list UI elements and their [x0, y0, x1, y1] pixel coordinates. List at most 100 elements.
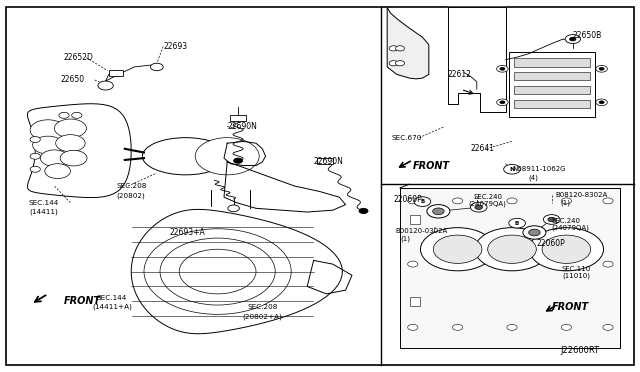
Bar: [514, 86, 590, 94]
Circle shape: [488, 235, 536, 263]
Text: (4): (4): [529, 174, 538, 181]
Circle shape: [60, 150, 87, 166]
Circle shape: [433, 208, 444, 215]
Bar: [514, 58, 590, 67]
Polygon shape: [400, 188, 620, 348]
Bar: [410, 215, 420, 224]
Circle shape: [504, 164, 520, 174]
Circle shape: [72, 112, 82, 118]
Circle shape: [228, 205, 239, 212]
Circle shape: [408, 324, 418, 330]
Text: N: N: [509, 167, 515, 172]
Circle shape: [150, 63, 163, 71]
Circle shape: [396, 46, 404, 51]
Text: (24079QA): (24079QA): [552, 225, 589, 231]
Text: B08120-8302A: B08120-8302A: [556, 192, 608, 198]
Text: SEC.240: SEC.240: [473, 194, 502, 200]
Polygon shape: [224, 141, 266, 166]
Circle shape: [542, 235, 591, 263]
Bar: [230, 115, 246, 121]
Text: 22641: 22641: [470, 144, 494, 153]
Circle shape: [543, 215, 560, 224]
Text: 22060P: 22060P: [394, 195, 422, 203]
Text: 22652D: 22652D: [64, 53, 94, 62]
Circle shape: [54, 119, 86, 138]
Text: (1): (1): [401, 235, 411, 242]
Text: (24079QA): (24079QA): [468, 201, 507, 208]
Circle shape: [603, 324, 613, 330]
Text: 22690N: 22690N: [314, 157, 344, 166]
Circle shape: [509, 218, 525, 228]
Text: B: B: [420, 199, 424, 204]
Circle shape: [195, 138, 259, 175]
Polygon shape: [448, 7, 506, 112]
Text: B: B: [515, 221, 519, 226]
Circle shape: [497, 99, 508, 106]
Text: 22650: 22650: [61, 76, 85, 84]
Polygon shape: [224, 162, 346, 212]
Ellipse shape: [142, 138, 229, 175]
Circle shape: [561, 324, 572, 330]
Circle shape: [408, 198, 418, 204]
Circle shape: [30, 120, 66, 141]
Polygon shape: [307, 260, 352, 294]
Circle shape: [596, 99, 607, 106]
Bar: [514, 100, 590, 108]
Circle shape: [475, 228, 549, 271]
Text: FRONT: FRONT: [552, 302, 589, 312]
Circle shape: [98, 81, 113, 90]
Circle shape: [603, 198, 613, 204]
Circle shape: [596, 65, 607, 72]
Text: (14411+A): (14411+A): [92, 304, 132, 310]
Bar: [317, 158, 333, 164]
Circle shape: [234, 158, 243, 163]
Bar: [509, 52, 595, 117]
Text: 22060P: 22060P: [536, 239, 565, 248]
Text: SEC.144: SEC.144: [28, 200, 59, 206]
Text: SEC.208: SEC.208: [116, 183, 147, 189]
Text: SEC.144: SEC.144: [97, 295, 127, 301]
Text: (20802): (20802): [117, 192, 145, 199]
Text: J22600RT: J22600RT: [560, 346, 599, 355]
Circle shape: [30, 166, 40, 172]
Text: FRONT: FRONT: [413, 161, 450, 170]
Circle shape: [389, 61, 398, 66]
Circle shape: [389, 46, 398, 51]
Text: SEC.208: SEC.208: [247, 304, 278, 310]
Circle shape: [408, 261, 418, 267]
Circle shape: [30, 137, 40, 142]
Text: SEC.110: SEC.110: [562, 266, 591, 272]
Circle shape: [396, 61, 404, 66]
Circle shape: [45, 164, 70, 179]
Circle shape: [561, 198, 572, 204]
Circle shape: [570, 37, 576, 41]
Circle shape: [475, 205, 483, 209]
Circle shape: [529, 229, 540, 236]
Circle shape: [452, 324, 463, 330]
Circle shape: [500, 67, 505, 70]
Circle shape: [470, 202, 487, 212]
Text: (20802+A): (20802+A): [243, 314, 282, 320]
Circle shape: [507, 324, 517, 330]
Circle shape: [497, 65, 508, 72]
Circle shape: [420, 228, 495, 271]
Text: 22693: 22693: [163, 42, 188, 51]
Text: 22693+A: 22693+A: [170, 228, 205, 237]
Circle shape: [433, 235, 482, 263]
Text: 22612: 22612: [448, 70, 472, 79]
Circle shape: [40, 150, 68, 166]
Circle shape: [59, 112, 69, 118]
Text: FRONT: FRONT: [64, 296, 101, 306]
Text: SEC.670: SEC.670: [392, 135, 422, 141]
Circle shape: [507, 198, 517, 204]
Bar: [410, 297, 420, 306]
Circle shape: [452, 198, 463, 204]
Circle shape: [599, 101, 604, 104]
Polygon shape: [390, 188, 624, 357]
Circle shape: [500, 101, 505, 104]
Circle shape: [427, 205, 450, 218]
Circle shape: [33, 136, 63, 154]
Circle shape: [414, 197, 431, 206]
Bar: [109, 70, 123, 76]
Circle shape: [30, 153, 40, 159]
